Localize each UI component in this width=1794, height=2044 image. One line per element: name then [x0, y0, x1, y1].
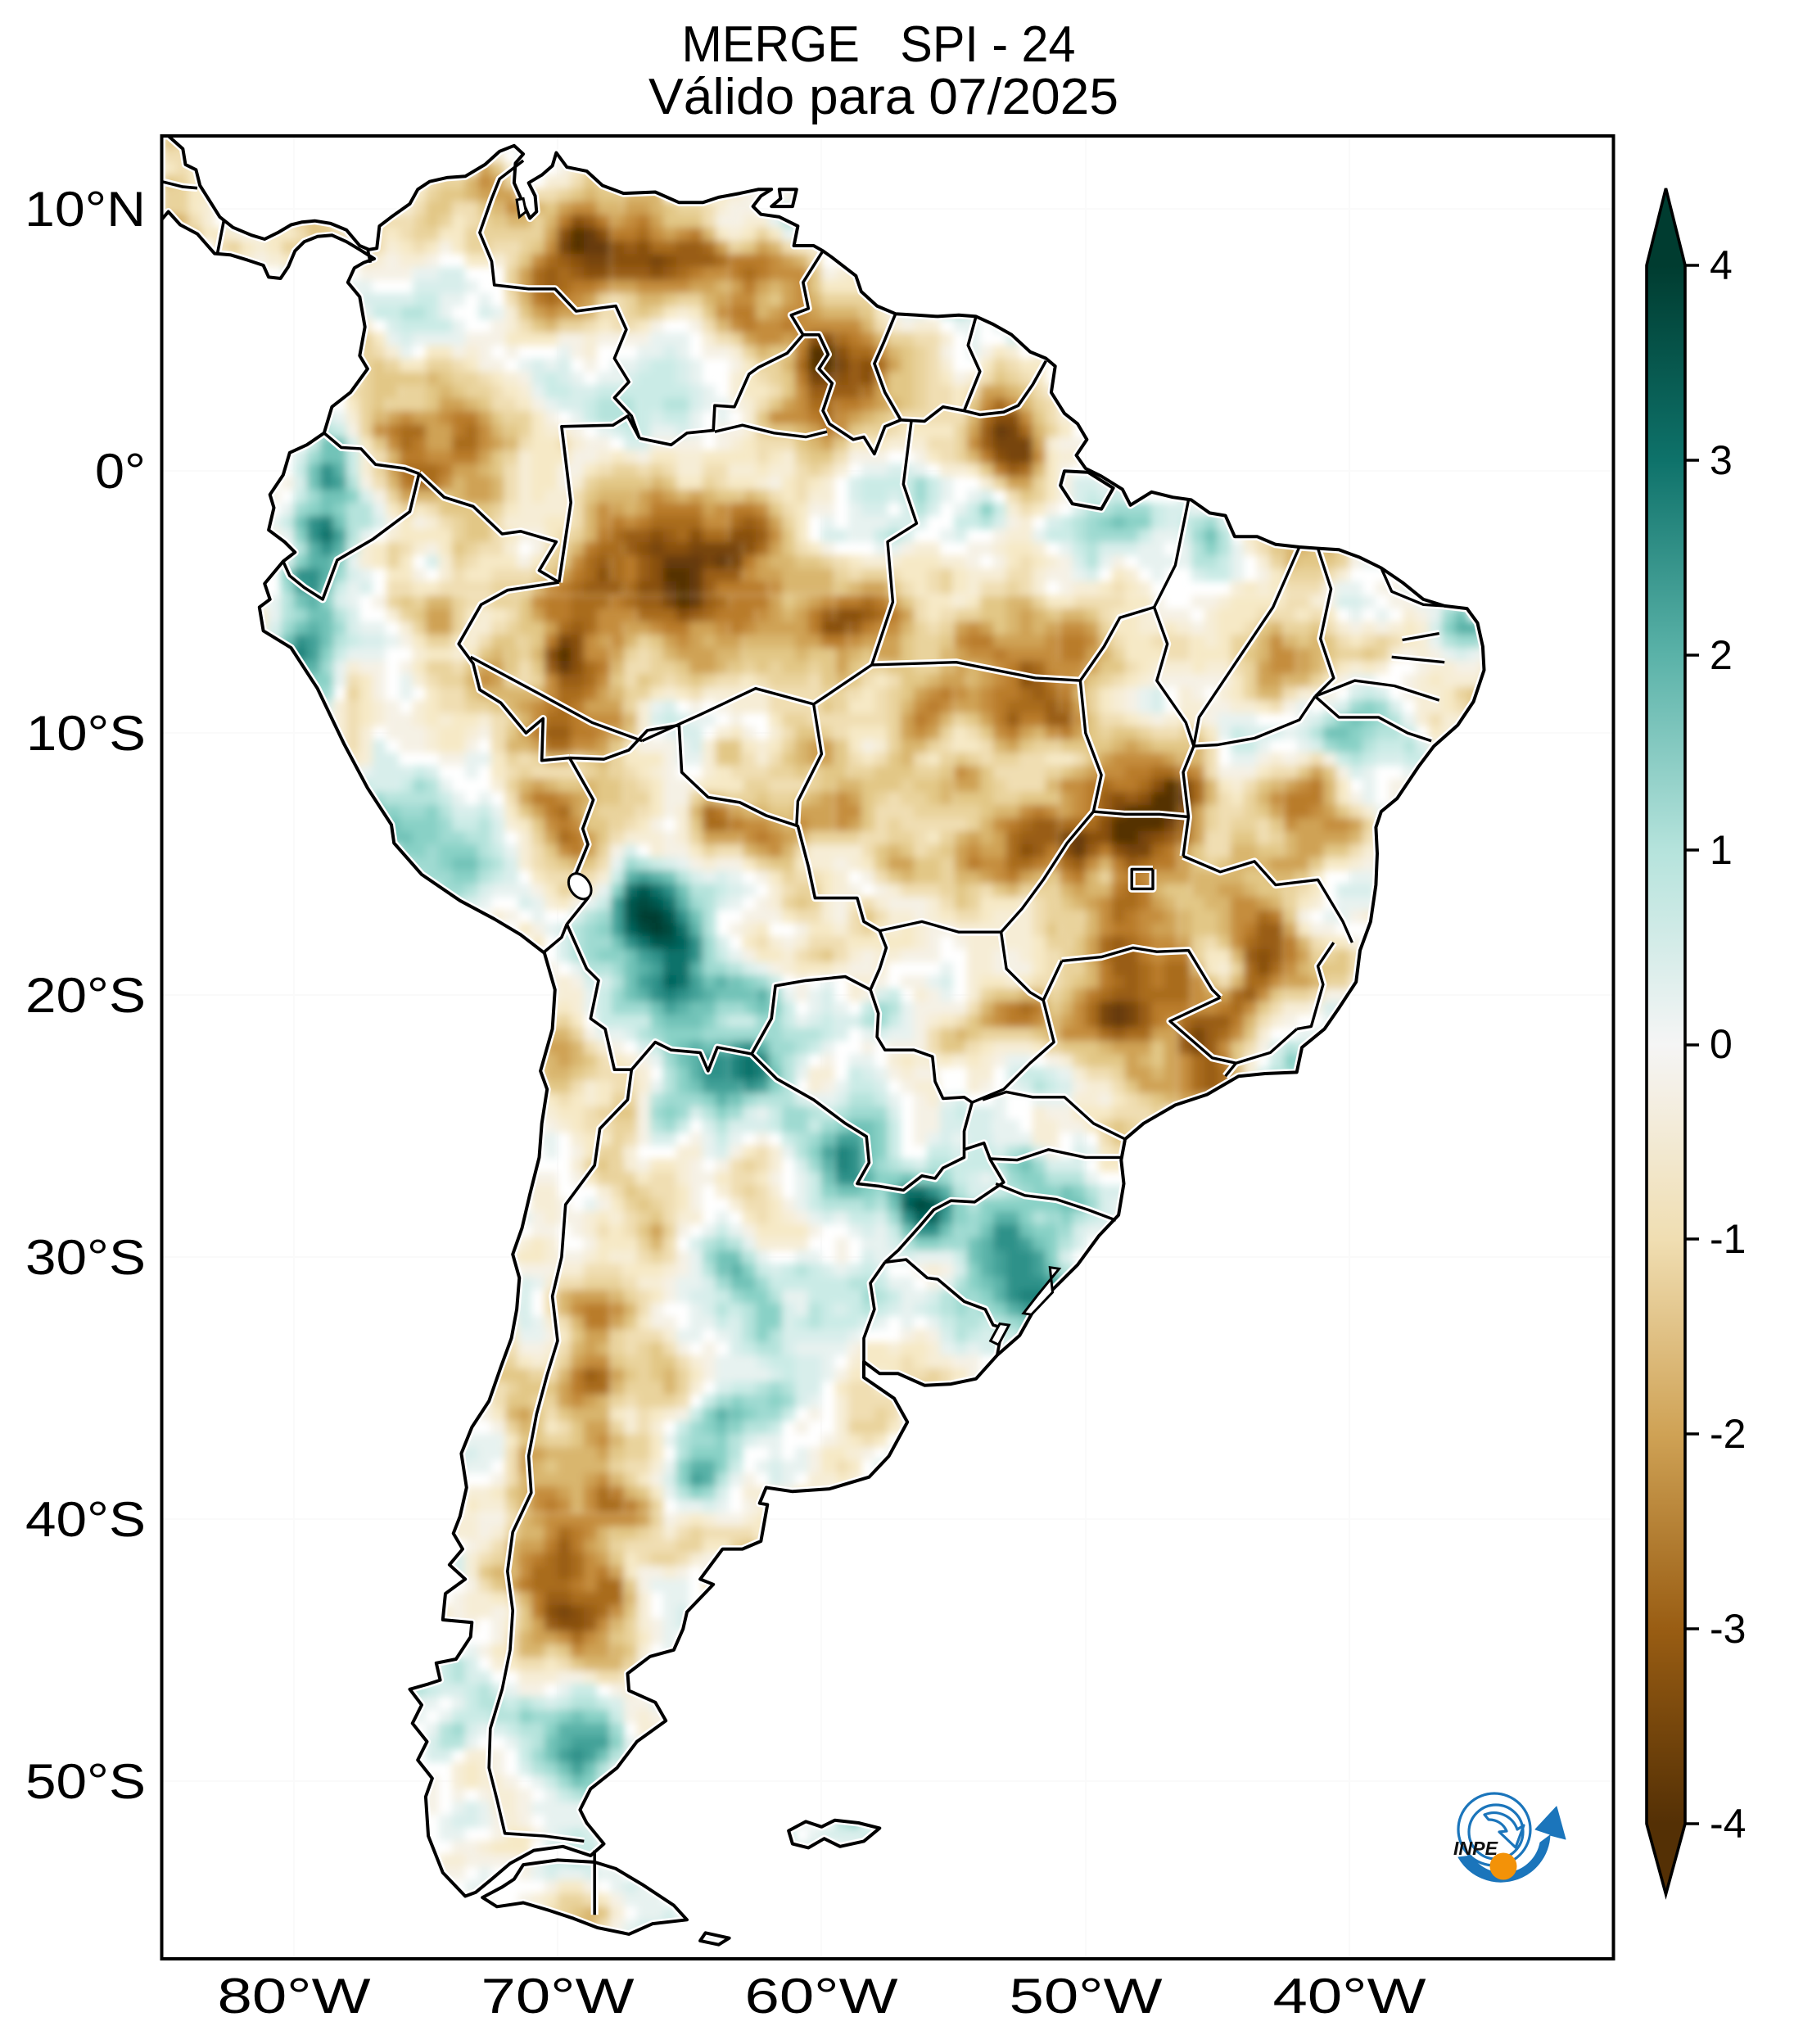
svg-text:0°: 0° — [95, 444, 146, 499]
svg-text:60°W: 60°W — [745, 1969, 898, 2024]
svg-text:40°W: 40°W — [1273, 1969, 1426, 2024]
svg-text:4: 4 — [1710, 242, 1733, 288]
svg-text:MERGE SPI - 24: MERGE SPI - 24 — [682, 16, 1076, 73]
svg-text:10°N: 10°N — [25, 182, 146, 237]
svg-text:20°S: 20°S — [25, 968, 146, 1023]
svg-text:3: 3 — [1710, 437, 1733, 483]
svg-text:-1: -1 — [1710, 1216, 1746, 1262]
svg-text:40°S: 40°S — [25, 1492, 146, 1547]
svg-text:-4: -4 — [1710, 1801, 1746, 1847]
svg-text:80°W: 80°W — [218, 1969, 371, 2024]
svg-text:2: 2 — [1710, 632, 1733, 678]
svg-text:Válido para 07/2025: Válido para 07/2025 — [648, 69, 1118, 125]
svg-text:70°W: 70°W — [481, 1969, 635, 2024]
svg-text:-2: -2 — [1710, 1411, 1746, 1457]
svg-text:10°S: 10°S — [26, 706, 146, 761]
svg-text:-3: -3 — [1710, 1606, 1746, 1652]
svg-text:INPE: INPE — [1453, 1838, 1498, 1859]
svg-text:50°S: 50°S — [25, 1754, 146, 1809]
svg-text:50°W: 50°W — [1010, 1969, 1163, 2024]
svg-text:1: 1 — [1710, 827, 1733, 873]
svg-text:30°S: 30°S — [25, 1230, 146, 1285]
svg-text:0: 0 — [1710, 1021, 1733, 1067]
